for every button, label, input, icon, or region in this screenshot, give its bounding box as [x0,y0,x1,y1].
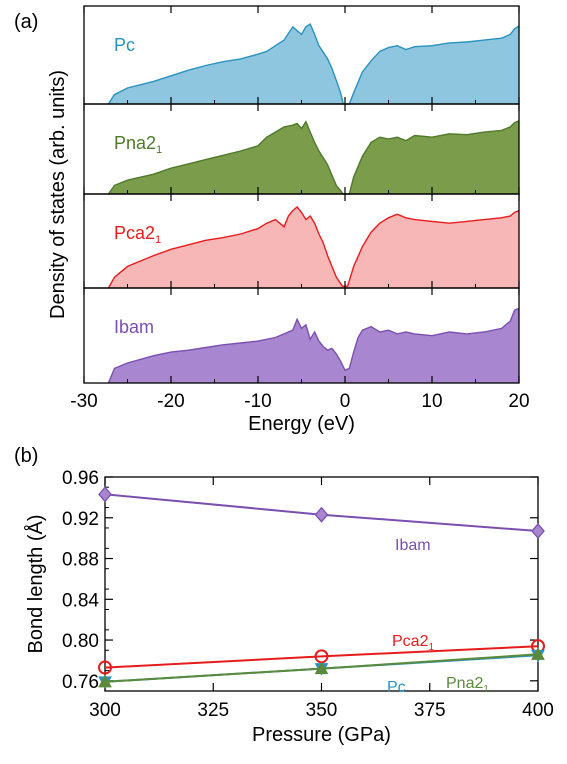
x-tick-label-a: 20 [508,391,529,412]
dos-series-label-3: Ibam [114,317,154,337]
x-tick-label-a: -10 [244,391,271,412]
dos-area-0 [108,24,520,105]
series-label-2: Pc [387,679,406,696]
x-axis-label-a: Energy (eV) [248,413,355,435]
y-tick-label-b: 0.92 [62,509,99,530]
x-tick-label-a: 10 [421,391,442,412]
series-label-3: Pna21 [446,675,489,695]
x-tick-label-a: -30 [70,391,97,412]
y-tick-label-b: 0.80 [62,631,99,652]
marker-circle [98,660,112,675]
series-label-1: Pca21 [392,633,434,653]
x-tick-label-b: 375 [414,700,446,721]
marker-triangle-up [98,674,112,688]
dos-area-2 [108,207,520,288]
dos-line-3 [107,307,520,384]
marker-diamond [531,523,545,540]
panel-label-b: (b) [14,445,38,467]
y-axis-label-b: Bond length (Å) [24,515,47,654]
y-tick-label-b: 0.88 [62,550,99,571]
dos-series-label-1: Pna21 [114,133,162,156]
x-tick-label-b: 300 [89,700,121,721]
dos-line-0 [107,23,520,105]
y-tick-label-b: 0.84 [62,590,99,611]
dos-series-label-0: Pc [114,35,135,55]
x-tick-label-b: 325 [197,700,229,721]
marker-diamond [314,506,329,523]
panel-label-a: (a) [14,11,38,33]
marker-triangle-up [314,661,329,675]
x-axis-label-b: Pressure (GPa) [252,724,391,746]
x-tick-label-b: 400 [522,700,554,721]
dos-area-1 [108,120,520,194]
y-axis-label-a: Density of states (arb. units) [47,70,69,319]
panel-a: Pc Pna21 Pca21 Ibam -30 -20 -10 0 10 20 Energy (eV… [14,5,530,435]
x-tick-label-a: -20 [157,391,184,412]
series-line-1 [104,645,539,669]
dos-line-1 [107,120,520,195]
marker-diamond [98,486,112,503]
x-tick-label-b: 350 [306,700,338,721]
dos-area-3 [108,308,520,383]
panel-b: 300 325 350 375 400 0.76 0.80 0.84 0.88 0.92 0.96 I… [14,445,554,746]
y-tick-label-b: 0.96 [62,468,99,489]
dos-line-2 [107,206,520,289]
y-tick-label-b: 0.76 [62,672,99,693]
marker-triangle-up [531,647,545,660]
series-label-0: Ibam [395,537,431,554]
x-tick-label-a: 0 [340,391,351,412]
dos-series-label-2: Pca21 [114,223,161,246]
